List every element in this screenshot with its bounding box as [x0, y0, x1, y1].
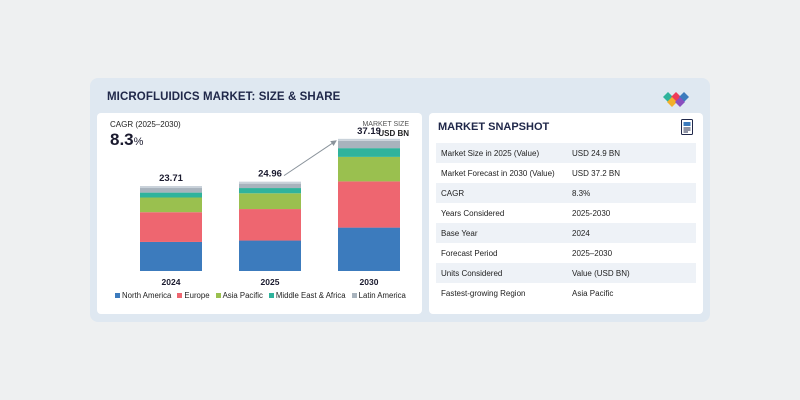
legend-swatch	[115, 293, 120, 299]
cagr-unit: %	[133, 136, 144, 148]
snapshot-label: Units Considered	[441, 268, 503, 278]
x-tick-label: 2024	[162, 277, 181, 287]
market-size-unit: USD BN	[378, 129, 409, 138]
legend-item: North America	[115, 291, 171, 300]
bar-segment-latin-america-2030	[338, 140, 400, 149]
table-row: Base Year 2024	[436, 223, 696, 243]
legend-swatch	[268, 293, 274, 299]
table-row: Fastest-growing Region Asia Pacific	[436, 283, 696, 303]
cagr-value: 8.3%	[110, 130, 144, 149]
legend-label: Asia Pacific	[222, 291, 263, 300]
legend-swatch	[351, 293, 357, 299]
legend-swatch	[177, 293, 183, 299]
snapshot-panel: MARKET SNAPSHOT Market Size in 2025 (Val…	[429, 113, 703, 314]
bar-segment-middle-east-africa-2025	[239, 188, 301, 194]
legend-label: Middle East & Africa	[275, 291, 346, 300]
market-size-unit-label: MARKET SIZE USD BN	[362, 120, 409, 139]
snapshot-title: MARKET SNAPSHOT	[438, 121, 550, 133]
x-tick-label: 2030	[360, 277, 379, 287]
growth-arrow	[283, 140, 337, 177]
bar-segment-north-america-2030	[338, 227, 400, 271]
table-row: Market Size in 2025 (Value) USD 24.9 BN	[436, 143, 696, 163]
bar-cap	[338, 138, 400, 141]
legend-label: North America	[122, 291, 172, 300]
legend-item: Asia Pacific	[215, 291, 263, 300]
market-size-label: MARKET SIZE	[362, 121, 409, 128]
snapshot-value: 2024	[572, 228, 590, 238]
snapshot-value: USD 37.2 BN	[572, 168, 621, 178]
snapshot-label: Fastest-growing Region	[441, 288, 526, 298]
legend-label: Europe	[184, 291, 210, 300]
legend-swatch	[215, 293, 221, 299]
bar-total-label: 23.71	[159, 173, 183, 184]
bar-segment-middle-east-africa-2030	[338, 148, 400, 157]
table-row: CAGR 8.3%	[436, 183, 696, 203]
snapshot-label: CAGR	[441, 188, 465, 198]
snapshot-value: 2025-2030	[572, 208, 611, 218]
snapshot-value: Asia Pacific	[572, 288, 614, 298]
snapshot-table: Market Size in 2025 (Value) USD 24.9 BN Ma…	[436, 143, 696, 303]
stacked-bar-chart: 23.71 2024 24.96 2025 37.19 2030	[140, 126, 400, 287]
brand-logo-icon	[663, 92, 689, 107]
snapshot-label: Market Size in 2025 (Value)	[441, 148, 540, 158]
legend-item: Middle East & Africa	[268, 291, 346, 300]
market-card: MICROFLUIDICS MARKET: SIZE & SHARE CAGR …	[90, 78, 710, 322]
x-tick-label: 2025	[261, 277, 280, 287]
bar-segment-north-america-2025	[239, 240, 301, 271]
legend-label: Latin America	[358, 291, 406, 300]
bar-total-label: 37.19	[357, 126, 381, 137]
table-row: Years Considered 2025-2030	[436, 203, 696, 223]
cagr-label: CAGR (2025–2030)	[110, 120, 181, 129]
snapshot-value: USD 24.9 BN	[572, 148, 621, 158]
snapshot-value: 2025–2030	[572, 248, 613, 258]
bar-segment-europe-2024	[140, 212, 202, 242]
bar-segment-asia-pacific-2025	[239, 193, 301, 210]
snapshot-value: 8.3%	[572, 188, 591, 198]
chart-legend: North America Europe Asia Pacific Middle Ea…	[115, 291, 412, 300]
legend-item: Latin America	[351, 291, 406, 300]
bar-segment-north-america-2024	[140, 241, 202, 271]
bar-segment-europe-2030	[338, 181, 400, 228]
bar-segment-europe-2025	[239, 209, 301, 241]
table-row: Units Considered Value (USD BN)	[436, 263, 696, 283]
bar-segment-asia-pacific-2024	[140, 197, 202, 213]
bar-segment-latin-america-2025	[239, 183, 301, 189]
table-row: Market Forecast in 2030 (Value) USD 37.2 …	[436, 163, 696, 183]
document-icon	[681, 119, 693, 135]
bar-total-label: 24.96	[258, 169, 282, 180]
bar-segment-latin-america-2024	[140, 188, 202, 193]
snapshot-label: Market Forecast in 2030 (Value)	[441, 168, 555, 178]
table-row: Forecast Period 2025–2030	[436, 243, 696, 263]
page-title: MICROFLUIDICS MARKET: SIZE & SHARE	[107, 91, 341, 103]
snapshot-label: Forecast Period	[441, 248, 498, 258]
bar-cap	[140, 186, 202, 189]
bar-segment-middle-east-africa-2024	[140, 192, 202, 198]
bar-cap	[239, 181, 301, 184]
snapshot-value: Value (USD BN)	[572, 268, 630, 278]
snapshot-label: Years Considered	[441, 208, 505, 218]
snapshot-label: Base Year	[441, 228, 478, 238]
chart-panel: CAGR (2025–2030) 8.3% MARKET SIZE USD BN…	[97, 113, 422, 314]
bar-segment-asia-pacific-2030	[338, 156, 400, 182]
legend-item: Europe	[177, 291, 210, 300]
